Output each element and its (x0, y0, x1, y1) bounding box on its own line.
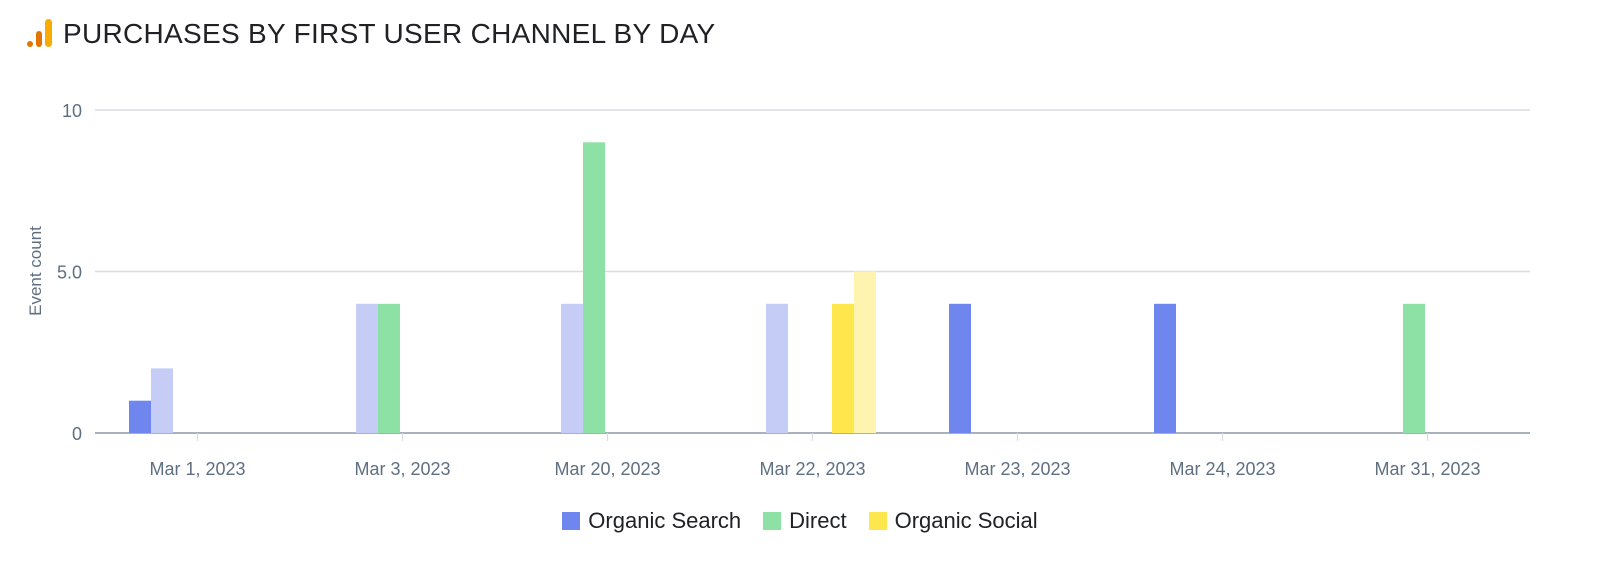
bar-organic_search (129, 400, 151, 433)
x-tick-label: Mar 24, 2023 (1169, 459, 1275, 479)
chart-header: PURCHASES BY FIRST USER CHANNEL BY DAY (27, 14, 715, 54)
chart-title: PURCHASES BY FIRST USER CHANNEL BY DAY (63, 18, 716, 49)
bar-organic_search-comparison (561, 303, 583, 433)
x-tick-label: Mar 31, 2023 (1374, 459, 1480, 479)
y-tick-label: 10 (62, 101, 82, 121)
bar-chart: 0 5.0 10 Event count Mar 1, 2023 Mar 3, 2023 M… (26, 101, 1530, 479)
bar-organic_search-comparison (151, 368, 173, 433)
legend-label: Organic Search (588, 508, 742, 533)
y-tick-label: 5.0 (57, 263, 82, 283)
legend-item-organic-search[interactable]: Organic Search (562, 508, 741, 534)
x-tick-label: Mar 22, 2023 (759, 459, 865, 479)
legend-label: Direct (789, 508, 847, 533)
bar-direct (378, 303, 400, 433)
bar-direct (1403, 303, 1425, 433)
legend-item-organic-social[interactable]: Organic Social (868, 508, 1038, 534)
analytics-bars-icon (27, 19, 52, 47)
legend-item-direct[interactable]: Direct (763, 508, 847, 534)
bar-organic_search-comparison (766, 303, 788, 433)
x-tick-label: Mar 3, 2023 (354, 459, 450, 479)
legend-swatch (868, 512, 887, 530)
bar-direct (583, 142, 605, 434)
x-tick-label: Mar 23, 2023 (964, 459, 1070, 479)
bar-organic_social (832, 303, 854, 433)
legend-swatch (562, 512, 581, 530)
x-tick-label: Mar 1, 2023 (149, 459, 245, 479)
legend-label: Organic Social (894, 508, 1038, 533)
y-tick-label: 0 (72, 424, 82, 444)
bar-organic_search (949, 303, 971, 433)
y-axis-label: Event count (26, 226, 45, 316)
bar-organic_search (1154, 303, 1176, 433)
legend-swatch (763, 512, 782, 530)
bar-organic_search-comparison (356, 303, 378, 433)
bar-organic_social-comparison (854, 271, 876, 433)
x-tick-label: Mar 20, 2023 (554, 459, 660, 479)
chart-legend: Organic Search Direct Organic Social (0, 508, 1600, 534)
